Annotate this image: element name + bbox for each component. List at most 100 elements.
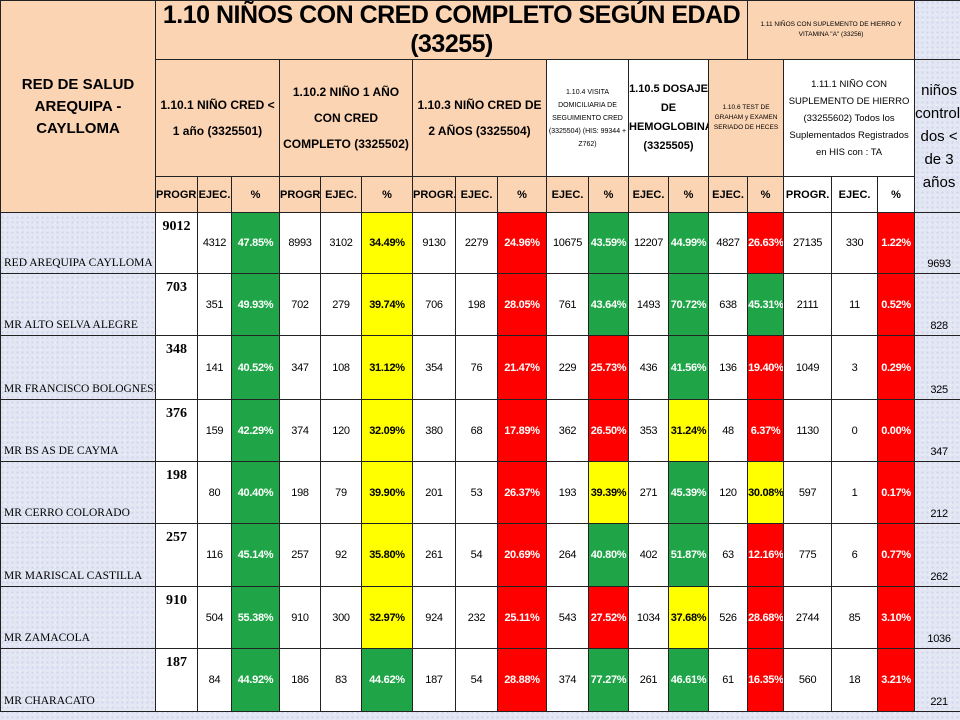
- value-cell: 924: [412, 586, 456, 649]
- value-cell: 27135: [783, 212, 833, 274]
- value-cell: 63: [707, 523, 749, 587]
- header-cred-lt1: 1.10.1 NIÑO CRED < 1 año (3325501): [155, 59, 280, 177]
- percent-cell: 3.21%: [877, 648, 916, 712]
- progr-cell: 348: [155, 335, 198, 400]
- children-under-3-cell: 212: [914, 461, 960, 524]
- value-cell: 0: [831, 399, 879, 462]
- value-cell: 1034: [628, 586, 669, 649]
- percent-cell: 42.29%: [231, 399, 280, 462]
- table-row: MR FRANCISCO BOLOGNESI 348 141 40.52% 347 108…: [0, 335, 960, 400]
- value-cell: 374: [279, 399, 321, 462]
- progr-cell: 703: [155, 273, 198, 336]
- table-row: MR CHARACATO 187 84 44.92% 186 83 44.62% 187 54 2…: [0, 648, 960, 712]
- percent-cell: 26.50%: [588, 399, 629, 462]
- value-cell: 1: [831, 461, 879, 524]
- table-body: RED AREQUIPA CAYLLOMA 9012 4312 47.85% 8993 3…: [0, 212, 960, 712]
- percent-cell: 21.47%: [497, 335, 547, 400]
- value-cell: 54: [455, 523, 498, 587]
- header-hemoglobin: 1.10.5 DOSAJE DE HEMOGLOBINA (3325505): [628, 59, 709, 177]
- value-cell: 504: [197, 586, 232, 649]
- table-row: MR CERRO COLORADO 198 80 40.40% 198 79 39.90% 2…: [0, 461, 960, 524]
- percent-cell: 41.56%: [668, 335, 709, 400]
- percent-cell: 37.68%: [668, 586, 709, 649]
- value-cell: 61: [707, 648, 749, 712]
- value-cell: 79: [320, 461, 362, 524]
- value-cell: 264: [546, 523, 589, 587]
- percent-cell: 0.29%: [877, 335, 916, 400]
- percent-cell: 25.11%: [497, 586, 547, 649]
- col-progr: PROGR.: [412, 176, 456, 213]
- percent-cell: 0.77%: [877, 523, 916, 587]
- value-cell: 54: [455, 648, 498, 712]
- header-home-visit: 1.10.4 VISITA DOMICILIARIA DE SEGUIMIENT…: [546, 59, 629, 177]
- percent-cell: 32.97%: [361, 586, 413, 649]
- value-cell: 1049: [783, 335, 833, 400]
- col-ejec: EJEC.: [707, 176, 749, 213]
- percent-cell: 40.80%: [588, 523, 629, 587]
- col-ejec: EJEC.: [546, 176, 589, 213]
- value-cell: 543: [546, 586, 589, 649]
- children-under-3-cell: 347: [914, 399, 960, 462]
- percent-cell: 1.22%: [877, 212, 916, 274]
- table-row: RED AREQUIPA CAYLLOMA 9012 4312 47.85% 8993 3…: [0, 212, 960, 274]
- value-cell: 279: [320, 273, 362, 336]
- progr-cell: 376: [155, 399, 198, 462]
- percent-cell: 45.14%: [231, 523, 280, 587]
- value-cell: 141: [197, 335, 232, 400]
- value-cell: 80: [197, 461, 232, 524]
- progr-cell: 257: [155, 523, 198, 587]
- value-cell: 560: [783, 648, 833, 712]
- value-cell: 18: [831, 648, 879, 712]
- value-cell: 108: [320, 335, 362, 400]
- header-cred-1yr: 1.10.2 NIÑO 1 AÑO CON CRED COMPLETO (332…: [279, 59, 413, 177]
- col-pct: %: [361, 176, 413, 213]
- col-ejec: EJEC.: [628, 176, 669, 213]
- percent-cell: 6.37%: [747, 399, 785, 462]
- value-cell: 120: [320, 399, 362, 462]
- row-network-name: MR CHARACATO: [0, 648, 156, 712]
- percent-cell: 44.99%: [668, 212, 709, 274]
- header-graham-test: 1.10.6 TEST DE GRAHAM y EXAMEN SERIADO D…: [707, 59, 785, 177]
- value-cell: 10675: [546, 212, 589, 274]
- value-cell: 257: [279, 523, 321, 587]
- percent-cell: 0.52%: [877, 273, 916, 336]
- value-cell: 526: [707, 586, 749, 649]
- percent-cell: 0.00%: [877, 399, 916, 462]
- value-cell: 2111: [783, 273, 833, 336]
- value-cell: 84: [197, 648, 232, 712]
- row-network-name: MR CERRO COLORADO: [0, 461, 156, 524]
- percent-cell: 30.08%: [747, 461, 785, 524]
- percent-cell: 46.61%: [668, 648, 709, 712]
- value-cell: 362: [546, 399, 589, 462]
- value-cell: 910: [279, 586, 321, 649]
- percent-cell: 26.63%: [747, 212, 785, 274]
- percent-cell: 39.90%: [361, 461, 413, 524]
- percent-cell: 27.52%: [588, 586, 629, 649]
- value-cell: 12207: [628, 212, 669, 274]
- col-progr: PROGR.: [155, 176, 198, 213]
- percent-cell: 44.92%: [231, 648, 280, 712]
- percent-cell: 51.87%: [668, 523, 709, 587]
- percent-cell: 28.88%: [497, 648, 547, 712]
- value-cell: 53: [455, 461, 498, 524]
- percent-cell: 77.27%: [588, 648, 629, 712]
- value-cell: 229: [546, 335, 589, 400]
- col-pct: %: [877, 176, 916, 213]
- value-cell: 380: [412, 399, 456, 462]
- children-under-3-cell: 262: [914, 523, 960, 587]
- blank-corner-cell: [914, 0, 960, 60]
- row-network-name: MR MARISCAL CASTILLA: [0, 523, 156, 587]
- value-cell: 3: [831, 335, 879, 400]
- value-cell: 1493: [628, 273, 669, 336]
- value-cell: 261: [628, 648, 669, 712]
- value-cell: 761: [546, 273, 589, 336]
- progr-cell: 9012: [155, 212, 198, 274]
- children-under-3-cell: 828: [914, 273, 960, 336]
- children-under-3-cell: 221: [914, 648, 960, 712]
- value-cell: 187: [412, 648, 456, 712]
- table-row: MR ZAMACOLA 910 504 55.38% 910 300 32.97% 924 23…: [0, 586, 960, 649]
- col-pct: %: [588, 176, 629, 213]
- value-cell: 232: [455, 586, 498, 649]
- percent-cell: 55.38%: [231, 586, 280, 649]
